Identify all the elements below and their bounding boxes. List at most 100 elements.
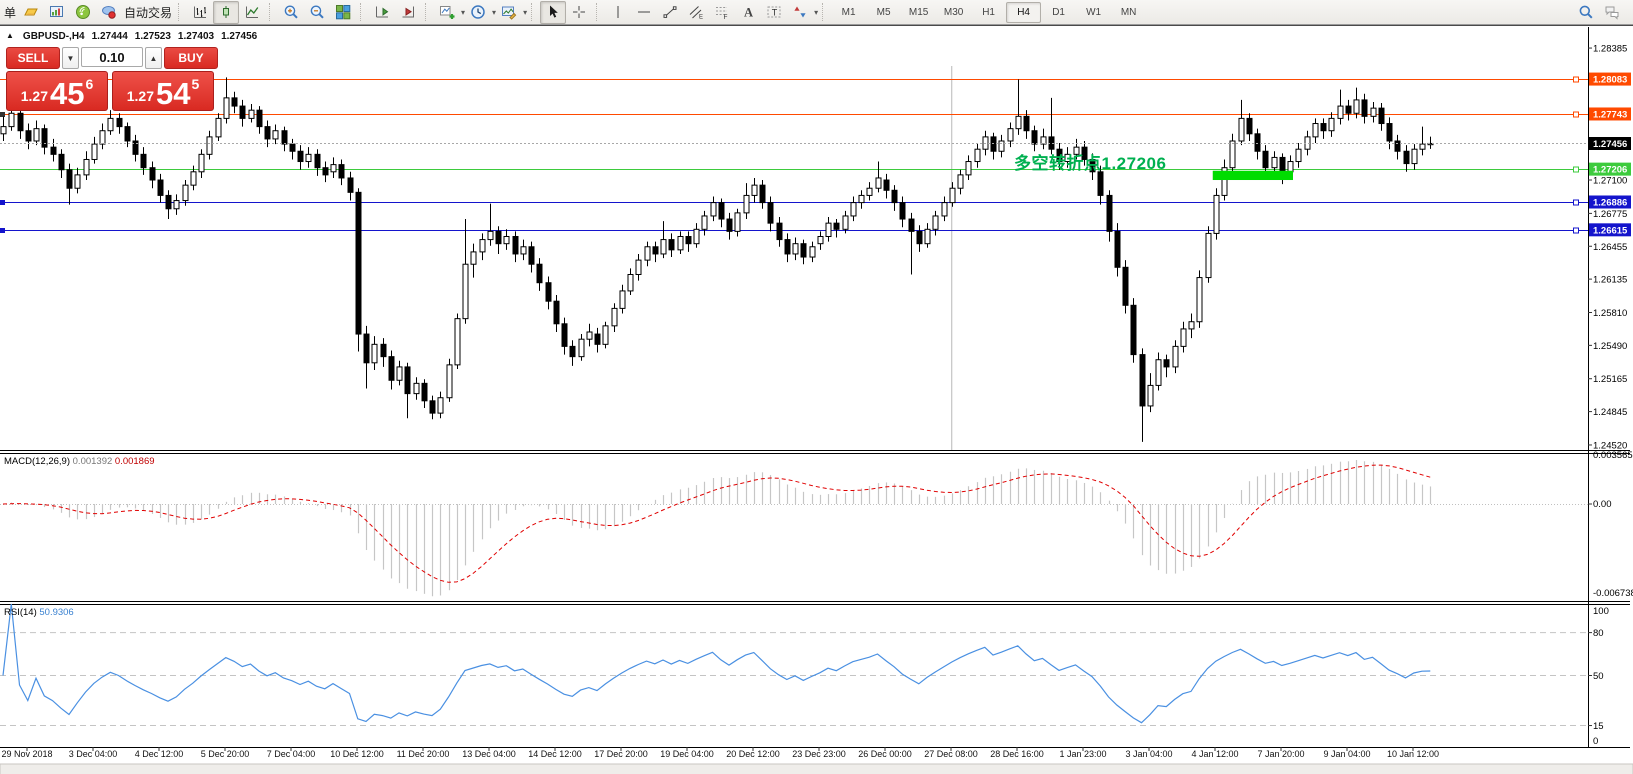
add-indicator-icon [440, 6, 455, 19]
timeframe-mn[interactable]: MN [1120, 6, 1137, 18]
timeframe-m5[interactable]: M5 [876, 6, 891, 18]
search-button[interactable] [1573, 1, 1599, 24]
add-indicator-button[interactable] [434, 1, 460, 24]
line-chart-button[interactable] [239, 1, 265, 24]
vertical-line-icon [617, 6, 619, 18]
collapse-icon[interactable]: ▲ [6, 31, 14, 40]
candle [206, 130, 213, 160]
toolbar-separator [360, 3, 365, 21]
time-label: 7 Jan 20:00 [1257, 749, 1304, 759]
candle [916, 225, 923, 252]
candle [941, 196, 948, 222]
volume-down-button[interactable]: ▼ [62, 47, 79, 69]
candle [1040, 128, 1047, 150]
symbol-period: GBPUSD-,H4 [22, 31, 85, 42]
zoom-out-button[interactable] [304, 1, 330, 24]
equidistant-channel-button[interactable]: E [683, 1, 709, 24]
signals-button[interactable] [70, 1, 96, 24]
volume-up-button[interactable]: ▲ [145, 47, 162, 69]
toolbar-separator [269, 3, 274, 21]
crosshair-button[interactable] [566, 1, 592, 24]
search-icon [1579, 5, 1593, 19]
candle [1155, 352, 1162, 391]
fibonacci-button[interactable]: F [709, 1, 735, 24]
chat-icon [1605, 6, 1619, 20]
toolbar: 单 自动交易 ▾ ▾ ▾ E F A T ▾ M1 M5 M15 M30 H1 H4 D1 W1 MN [0, 0, 1633, 25]
buy-button[interactable]: BUY [164, 47, 218, 69]
candle [701, 210, 708, 236]
sell-button[interactable]: SELL [6, 47, 60, 69]
tile-windows-button[interactable] [330, 1, 356, 24]
time-label: 1 Jan 23:00 [1059, 749, 1106, 759]
candle [1064, 147, 1071, 168]
price-chart-svg[interactable]: 1.283851.271001.267751.264551.261351.258… [0, 26, 1633, 774]
template-dropdown[interactable]: ▾ [523, 7, 528, 17]
sell-price-button[interactable]: 1.27 45 6 [6, 71, 108, 111]
arrows-dropdown[interactable]: ▾ [814, 7, 819, 17]
candle [305, 147, 312, 168]
candle [1089, 153, 1096, 181]
timeframe-m15[interactable]: M15 [908, 6, 929, 18]
sell-price-big: 45 [49, 75, 85, 111]
timeframe-m1[interactable]: M1 [841, 6, 856, 18]
template-button[interactable] [496, 1, 522, 24]
period-button[interactable] [465, 1, 491, 24]
candle [363, 325, 370, 389]
autoscroll-button[interactable] [369, 1, 395, 24]
timeframe-d1[interactable]: D1 [1052, 6, 1065, 18]
candle [190, 165, 197, 191]
time-label: 4 Jan 12:00 [1191, 749, 1238, 759]
time-label: 19 Dec 04:00 [660, 749, 714, 759]
zoom-out-icon [310, 5, 324, 19]
candle [239, 99, 246, 127]
horizontal-line-button[interactable] [631, 1, 657, 24]
buy-price-button[interactable]: 1.27 54 5 [112, 71, 214, 111]
label-button[interactable]: T [761, 1, 787, 24]
cursor-button[interactable] [540, 0, 567, 24]
candle [83, 151, 90, 181]
fibonacci-icon: F [716, 7, 728, 20]
toolbar-separator [596, 3, 601, 21]
timeframe-m30[interactable]: M30 [943, 6, 964, 18]
timeframe-w1[interactable]: W1 [1086, 6, 1102, 18]
candle [1007, 122, 1014, 148]
text-button[interactable]: A [735, 1, 761, 24]
add-indicator-dropdown[interactable]: ▾ [461, 7, 466, 17]
time-label: 7 Dec 04:00 [267, 749, 316, 759]
market-watch-button[interactable] [44, 1, 70, 24]
vertical-line-button[interactable] [605, 1, 631, 24]
period-dropdown[interactable]: ▾ [492, 7, 497, 17]
chat-button[interactable] [1599, 1, 1625, 24]
candle [850, 196, 857, 222]
candle [99, 123, 106, 150]
autotrading-button[interactable] [96, 1, 122, 24]
timeframe-h1[interactable]: H1 [982, 6, 995, 18]
candles-layer [0, 77, 1434, 442]
zoom-in-button[interactable] [278, 1, 304, 24]
volume-input[interactable] [81, 47, 143, 67]
candle [965, 155, 972, 181]
candle [644, 241, 651, 267]
trendline-button[interactable] [657, 1, 683, 24]
candle [1337, 89, 1344, 125]
svg-text:80: 80 [1593, 628, 1604, 639]
candle [347, 171, 354, 201]
candlestick-button[interactable] [213, 0, 240, 24]
timeframe-h4[interactable]: H4 [1006, 1, 1042, 23]
sell-price-pip: 6 [85, 76, 94, 92]
shift-chart-button[interactable] [395, 1, 421, 24]
new-order-button[interactable] [18, 1, 44, 24]
candle [990, 132, 997, 160]
time-label: 23 Dec 23:00 [792, 749, 846, 759]
bar-chart-button[interactable] [187, 1, 213, 24]
candle [198, 149, 205, 178]
ohlc-high: 1.27523 [134, 31, 171, 42]
time-label: 3 Jan 04:00 [1125, 749, 1172, 759]
arrows-button[interactable] [787, 1, 813, 24]
svg-text:1.27456: 1.27456 [1593, 139, 1627, 150]
candle [866, 182, 873, 201]
candle [776, 216, 783, 247]
candle [503, 229, 510, 250]
candle [0, 116, 7, 141]
candle [974, 143, 981, 168]
